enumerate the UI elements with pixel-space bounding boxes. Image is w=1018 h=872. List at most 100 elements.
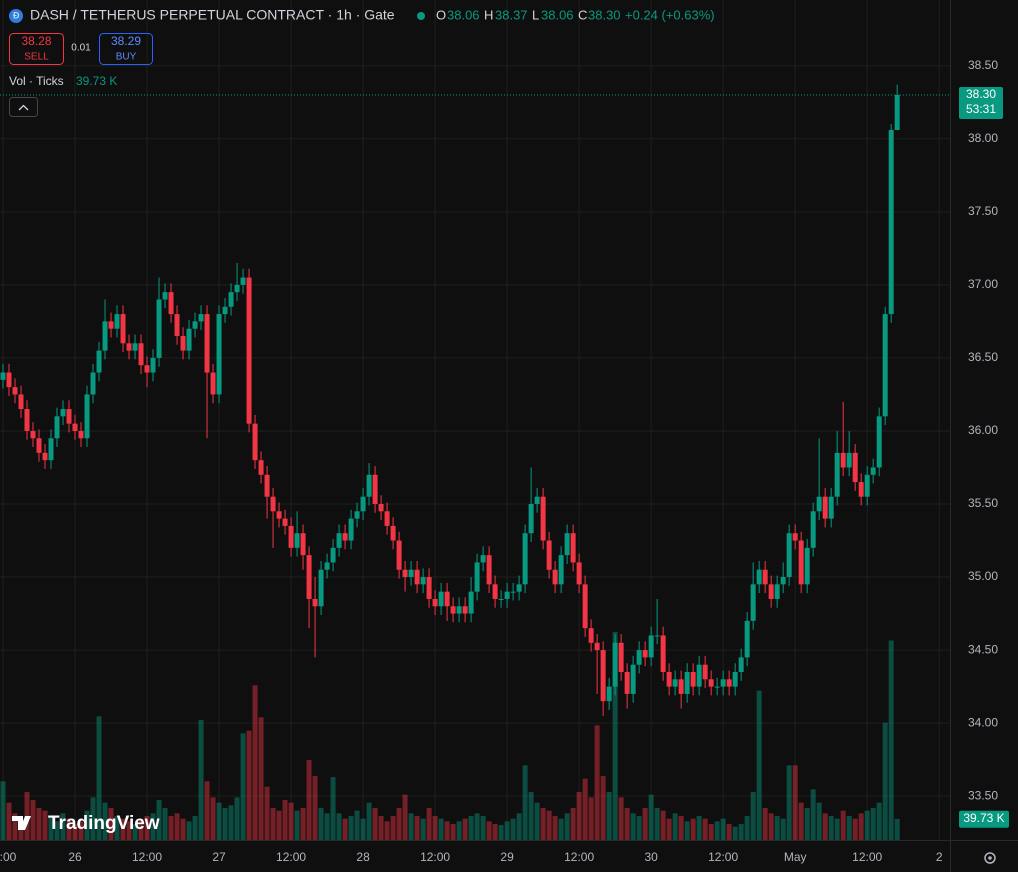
- volume-bar: [198, 720, 204, 840]
- candle-body: [492, 584, 498, 599]
- volume-bar: [648, 794, 654, 840]
- volume-bar: [390, 816, 396, 840]
- volume-bar: [54, 821, 60, 840]
- candle-body: [396, 540, 402, 570]
- candle-body: [408, 569, 414, 578]
- buy-button[interactable]: [99, 33, 153, 65]
- ohlc-value: 38.06: [541, 7, 574, 22]
- candle-body: [204, 314, 210, 373]
- candle-body: [594, 642, 600, 651]
- volume-bar: [852, 818, 858, 840]
- volume-bar: [330, 777, 336, 840]
- candle-body: [576, 562, 582, 585]
- candle-body: [186, 328, 192, 351]
- volume-bar: [150, 813, 156, 840]
- candle-body: [588, 628, 594, 643]
- candle-body: [252, 423, 258, 461]
- volume-bar: [288, 802, 294, 840]
- volume-bar: [318, 808, 324, 840]
- volume-bar: [240, 733, 246, 840]
- candle-body: [684, 672, 690, 694]
- y-tick-label: 36.00: [968, 423, 998, 437]
- candle-body: [474, 562, 480, 592]
- candle-body: [366, 474, 372, 497]
- volume-bar: [816, 802, 822, 840]
- ohlc-label: O: [436, 7, 446, 22]
- x-tick-label: 12:00: [564, 850, 594, 864]
- settings-icon[interactable]: [984, 852, 996, 864]
- candle-body: [720, 679, 726, 687]
- candle-body: [48, 438, 54, 461]
- candle-body: [756, 569, 762, 585]
- volume-bar: [114, 816, 120, 840]
- ohlc-value: 38.06: [447, 7, 480, 22]
- volume-bar: [456, 821, 462, 840]
- candle-body: [414, 569, 420, 585]
- buy-price[interactable]: 38.29: [111, 34, 141, 48]
- sell-button[interactable]: [9, 33, 64, 65]
- spread: 0.01: [71, 43, 91, 54]
- y-tick-label: 35.50: [968, 496, 998, 510]
- tradingview-logo: TradingView: [48, 813, 160, 834]
- candle-body: [390, 525, 396, 541]
- candle-body: [384, 511, 390, 526]
- volume-bar: [84, 810, 90, 840]
- x-tick-label: 29: [500, 850, 514, 864]
- y-tick-label: 34.50: [968, 642, 998, 656]
- candle-body: [126, 343, 132, 351]
- candle-body: [18, 394, 24, 410]
- volume-bar: [378, 816, 384, 840]
- volume-bar: [888, 640, 894, 840]
- volume-bar: [450, 824, 456, 840]
- volume-indicator-name[interactable]: Vol · Ticks: [9, 74, 64, 88]
- candle-body: [444, 591, 450, 607]
- volume-bar: [672, 813, 678, 840]
- candle-body: [24, 409, 30, 431]
- collapse-icon[interactable]: [18, 104, 29, 111]
- volume-bar: [876, 802, 882, 840]
- candle-body: [624, 672, 630, 694]
- volume-bar: [174, 813, 180, 840]
- volume-indicator-value: 39.73 K: [76, 74, 117, 88]
- candle-body: [150, 357, 156, 373]
- volume-bar: [540, 808, 546, 840]
- last-price-label: 38.30: [966, 87, 996, 101]
- candle-body: [66, 409, 72, 424]
- volume-bar: [756, 690, 762, 840]
- volume-bar: [42, 810, 48, 840]
- volume-bar: [840, 810, 846, 840]
- volume-bar: [822, 813, 828, 840]
- x-tick-label: 12:00: [852, 850, 882, 864]
- candle-body: [270, 496, 276, 512]
- volume-bar: [528, 792, 534, 840]
- volume-bar: [372, 808, 378, 840]
- sell-price[interactable]: 38.28: [21, 34, 51, 48]
- candle-body: [228, 292, 234, 307]
- volume-bar: [534, 802, 540, 840]
- collapse-button[interactable]: [9, 97, 38, 117]
- volume-bar: [702, 818, 708, 840]
- symbol-logo: [9, 9, 23, 23]
- candle-body: [888, 130, 894, 315]
- volume-bar: [258, 717, 264, 840]
- volume-bar: [180, 818, 186, 840]
- volume-bar: [312, 776, 318, 840]
- candle-body: [642, 650, 648, 658]
- sell-label[interactable]: SELL: [24, 52, 49, 63]
- volume-bar: [360, 818, 366, 840]
- volume-bar: [414, 816, 420, 840]
- volume-bar: [348, 816, 354, 840]
- candle-body: [882, 314, 888, 417]
- y-tick-label: 37.50: [968, 204, 998, 218]
- volume-bar: [186, 821, 192, 840]
- x-tick-label: 27: [212, 850, 226, 864]
- buy-label[interactable]: BUY: [116, 52, 137, 63]
- volume-bar: [708, 824, 714, 840]
- candle-body: [168, 292, 174, 315]
- symbol-title[interactable]: DASH / TETHERUS PERPETUAL CONTRACT · 1h …: [30, 7, 395, 23]
- candle-body: [810, 511, 816, 548]
- candle-body: [108, 321, 114, 329]
- candle-body: [0, 372, 6, 380]
- settings-icon-center[interactable]: [988, 856, 992, 860]
- candle-body: [678, 679, 684, 694]
